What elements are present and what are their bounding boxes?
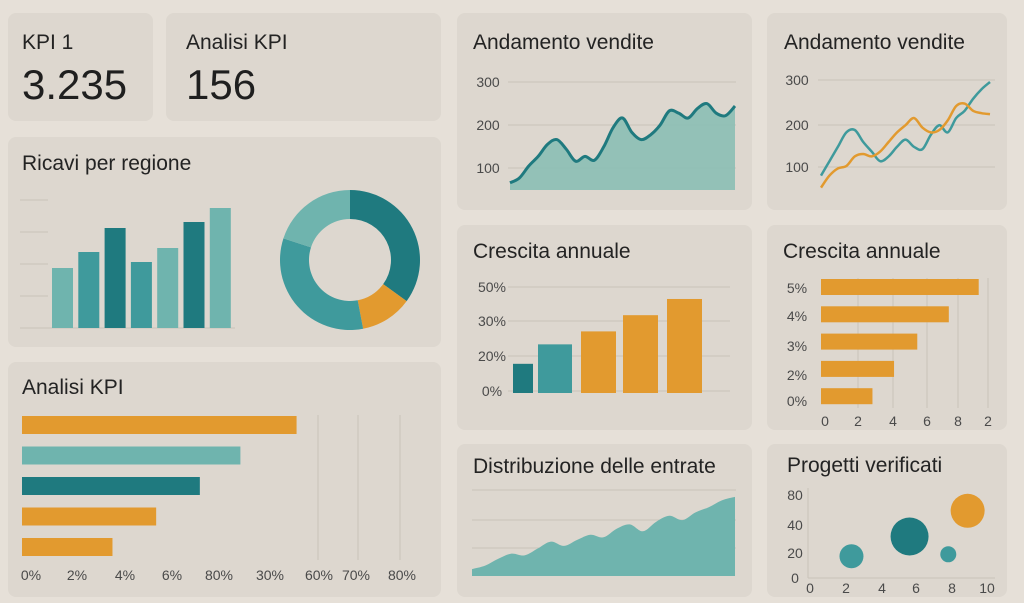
progetti-tick-label: 80: [787, 487, 803, 503]
crescita2-bar: [821, 333, 918, 350]
regione-title: Ricavi per regione: [22, 152, 192, 175]
crescita2-title: Crescita annuale: [783, 240, 941, 263]
crescita2-xtick-label: 4: [889, 413, 897, 429]
crescita2-xtick-label: 0: [821, 413, 829, 429]
crescita2-tick-label: 3%: [787, 338, 807, 354]
crescita2-xtick-label: 2: [854, 413, 862, 429]
vendite2-tick-label: 300: [785, 72, 809, 88]
analisi-tick-label: 30%: [256, 567, 284, 583]
analisi-bar: [22, 507, 157, 526]
crescita1-bar: [667, 298, 702, 393]
vendite2-tick-label: 100: [785, 159, 809, 175]
analisi-tick-label: 6%: [162, 567, 182, 583]
donut-slice: [357, 284, 407, 329]
vendite1-area: [510, 103, 735, 190]
crescita2-bar: [821, 306, 949, 323]
crescita2-tick-label: 5%: [787, 280, 807, 296]
progetti-xtick-label: 0: [806, 580, 814, 596]
progetti-point: [950, 493, 985, 528]
regione-bar: [157, 248, 179, 328]
analisi-tick-label: 80%: [388, 567, 416, 583]
analisi-bar: [22, 416, 297, 434]
vendite1-tick-label: 100: [476, 160, 500, 176]
vendite1-tick-label: 300: [476, 74, 500, 90]
crescita1-tick-label: 20%: [478, 348, 506, 364]
donut-slice: [283, 190, 350, 248]
vendite1-title: Andamento vendite: [473, 31, 654, 54]
kpi1-label: KPI 1: [22, 31, 74, 54]
vendite2-series-line: [819, 101, 991, 189]
crescita2-bar: [821, 360, 895, 377]
progetti-title: Progetti verificati: [787, 454, 943, 477]
analisi-tick-label: 70%: [342, 567, 370, 583]
vendite2-tick-label: 200: [785, 117, 809, 133]
vendite1-line: [509, 101, 737, 185]
crescita2-xtick-label: 2: [984, 413, 992, 429]
progetti-point: [890, 517, 929, 556]
analisi-bar: [22, 446, 241, 465]
vendite2-series-line: [819, 81, 991, 177]
analisi-tick-label: 80%: [205, 567, 233, 583]
analisi-tick-label: 0%: [21, 567, 41, 583]
analisi-title: Analisi KPI: [22, 376, 124, 399]
crescita2-bar: [821, 388, 873, 405]
regione-bar: [52, 268, 73, 328]
crescita1-tick-label: 50%: [478, 279, 506, 295]
donut-slice: [350, 190, 421, 302]
regione-bar: [104, 228, 126, 328]
crescita2-tick-label: 2%: [787, 367, 807, 383]
analisi-bar: [22, 538, 113, 556]
crescita2-card: Crescita annuale: [767, 225, 1007, 430]
vendite1-tick-label: 200: [476, 117, 500, 133]
crescita2-xtick-label: 6: [923, 413, 931, 429]
progetti-point: [940, 546, 957, 563]
progetti-xtick-label: 4: [878, 580, 886, 596]
crescita2-xtick-label: 8: [954, 413, 962, 429]
progetti-xtick-label: 8: [948, 580, 956, 596]
crescita1-bar: [538, 344, 572, 393]
progetti-xtick-label: 6: [912, 580, 920, 596]
progetti-tick-label: 0: [791, 570, 799, 586]
kpi2-label: Analisi KPI: [186, 31, 288, 54]
kpi2-value: 156: [186, 61, 257, 108]
crescita1-tick-label: 0%: [482, 383, 502, 399]
distribuzione-title: Distribuzione delle entrate: [473, 455, 716, 478]
kpi2-card: Analisi KPI 156: [166, 13, 441, 121]
crescita2-tick-label: 4%: [787, 308, 807, 324]
crescita1-tick-label: 30%: [478, 313, 506, 329]
vendite2-card: Andamento vendite: [767, 13, 1007, 210]
regione-bar: [130, 262, 152, 328]
analisi-bar: [22, 477, 200, 495]
crescita1-bar: [581, 331, 616, 393]
crescita2-bar: [821, 279, 979, 295]
distribuzione-area: [472, 496, 735, 576]
analisi-tick-label: 4%: [115, 567, 135, 583]
crescita1-card: Crescita annuale: [457, 225, 752, 430]
progetti-xtick-label: 10: [979, 580, 995, 596]
analisi-tick-label: 2%: [67, 567, 87, 583]
regione-bar: [209, 208, 231, 328]
progetti-tick-label: 20: [787, 545, 803, 561]
crescita1-bar: [623, 315, 658, 393]
analisi-tick-label: 60%: [305, 567, 333, 583]
progetti-tick-label: 40: [787, 517, 803, 533]
vendite2-title: Andamento vendite: [784, 31, 965, 54]
progetti-xtick-label: 2: [842, 580, 850, 596]
crescita1-bar: [513, 363, 533, 393]
kpi1-card: KPI 1 3.235: [8, 13, 153, 121]
progetti-point: [839, 544, 864, 569]
crescita1-title: Crescita annuale: [473, 240, 631, 263]
crescita2-tick-label: 0%: [787, 393, 807, 409]
kpi1-value: 3.235: [22, 61, 128, 108]
regione-bar: [183, 222, 205, 328]
regione-bar: [78, 252, 100, 328]
donut-slice: [280, 238, 364, 330]
